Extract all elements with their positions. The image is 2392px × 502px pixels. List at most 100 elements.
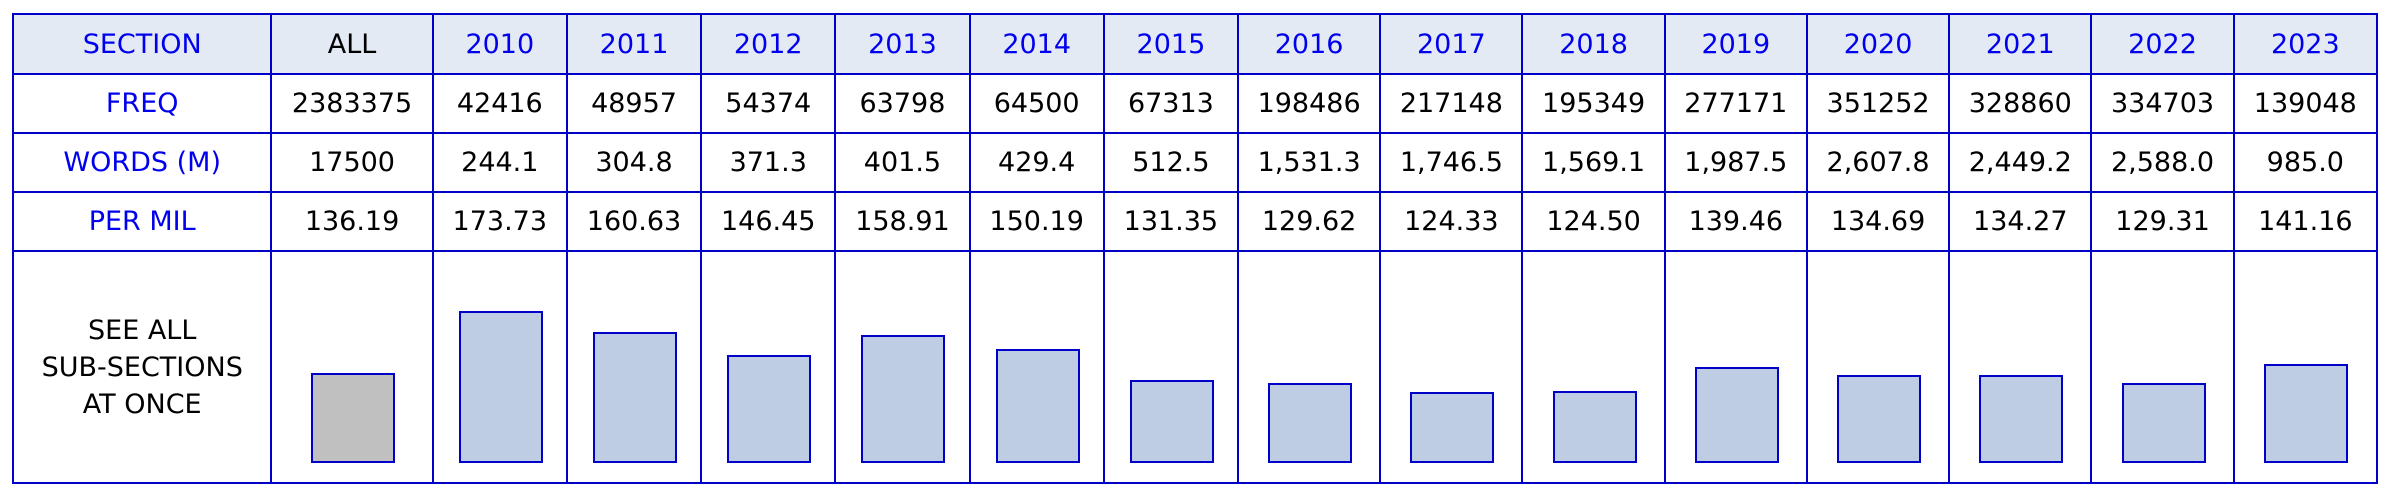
year-header-2021[interactable]: 2021 bbox=[1948, 13, 2093, 75]
year-header-2015[interactable]: 2015 bbox=[1102, 13, 1240, 75]
frequency-table: SECTION ALL 2010 2011 2012 2013 2014 2015 2016 20… bbox=[11, 13, 2379, 484]
bar-2016-cell bbox=[1236, 250, 1382, 484]
words-m-value-2015: 512.5 bbox=[1102, 132, 1240, 193]
year-header-2017[interactable]: 2017 bbox=[1379, 13, 1524, 75]
bar-2021-cell bbox=[1948, 250, 2093, 484]
bar-2018[interactable] bbox=[1552, 391, 1637, 463]
bar-2019-cell bbox=[1663, 250, 1808, 484]
bar-2020[interactable] bbox=[1837, 375, 1922, 463]
bar-2012[interactable] bbox=[727, 355, 812, 463]
bar-2022[interactable] bbox=[2121, 383, 2206, 463]
per-mil-value-2011: 160.63 bbox=[565, 191, 703, 252]
per-mil-label[interactable]: PER MIL bbox=[11, 191, 273, 252]
bar-2014-cell bbox=[968, 250, 1105, 484]
freq-value-2018: 195349 bbox=[1521, 73, 1666, 134]
words-m-value-2022: 2,588.0 bbox=[2090, 132, 2235, 193]
per-mil-value-2022: 129.31 bbox=[2090, 191, 2235, 252]
per-mil-value-2013: 158.91 bbox=[834, 191, 971, 252]
per-mil-value-2017: 124.33 bbox=[1379, 191, 1524, 252]
words-m-value-2017: 1,746.5 bbox=[1379, 132, 1524, 193]
bar-2016[interactable] bbox=[1268, 383, 1353, 463]
words-m-value-2019: 1,987.5 bbox=[1663, 132, 1808, 193]
per-mil-value-2015: 131.35 bbox=[1102, 191, 1240, 252]
year-header-2018[interactable]: 2018 bbox=[1521, 13, 1666, 75]
words-m-value-2023: 985.0 bbox=[2232, 132, 2379, 193]
freq-value-2012: 54374 bbox=[700, 73, 837, 134]
year-header-2010[interactable]: 2010 bbox=[431, 13, 568, 75]
see-all-sub-sections-link[interactable]: SEE ALL SUB-SECTIONS AT ONCE bbox=[11, 250, 273, 484]
year-header-2022[interactable]: 2022 bbox=[2090, 13, 2235, 75]
bar-2017[interactable] bbox=[1410, 392, 1495, 463]
per-mil-value-2012: 146.45 bbox=[700, 191, 837, 252]
bar-2017-cell bbox=[1379, 250, 1524, 484]
freq-value-2011: 48957 bbox=[565, 73, 703, 134]
freq-label[interactable]: FREQ bbox=[11, 73, 273, 134]
bar-2015[interactable] bbox=[1129, 380, 1214, 463]
words-m-value-2010: 244.1 bbox=[431, 132, 568, 193]
all-header: ALL bbox=[270, 13, 434, 75]
year-header-2023[interactable]: 2023 bbox=[2232, 13, 2379, 75]
words-m-value-2013: 401.5 bbox=[834, 132, 971, 193]
per-mil-value-2021: 134.27 bbox=[1948, 191, 2093, 252]
per-mil-value-2023: 141.16 bbox=[2232, 191, 2379, 252]
freq-all-value: 2383375 bbox=[270, 73, 434, 134]
freq-value-2021: 328860 bbox=[1948, 73, 2093, 134]
freq-value-2017: 217148 bbox=[1379, 73, 1524, 134]
section-header[interactable]: SECTION bbox=[11, 13, 273, 75]
words-m-value-2012: 371.3 bbox=[700, 132, 837, 193]
bar-2019[interactable] bbox=[1694, 367, 1779, 463]
bar-2013[interactable] bbox=[861, 335, 946, 463]
year-header-2011[interactable]: 2011 bbox=[565, 13, 703, 75]
per-mil-value-2014: 150.19 bbox=[968, 191, 1105, 252]
see-all-line: SUB-SECTIONS bbox=[41, 351, 243, 383]
freq-value-2013: 63798 bbox=[834, 73, 971, 134]
bar-2023[interactable] bbox=[2264, 364, 2349, 463]
freq-value-2010: 42416 bbox=[431, 73, 568, 134]
bar-2011-cell bbox=[565, 250, 703, 484]
words-m-value-2011: 304.8 bbox=[565, 132, 703, 193]
bar-2012-cell bbox=[700, 250, 837, 484]
bar-row: SEE ALL SUB-SECTIONS AT ONCE bbox=[11, 250, 2379, 484]
per-mil-all-value: 136.19 bbox=[270, 191, 434, 252]
see-all-line: AT ONCE bbox=[82, 388, 202, 420]
words-m-value-2021: 2,449.2 bbox=[1948, 132, 2093, 193]
bar-2020-cell bbox=[1805, 250, 1951, 484]
bar-2010-cell bbox=[431, 250, 568, 484]
words-m-row: WORDS (M) 17500 244.1 304.8 371.3 401.5 429.4 5… bbox=[11, 132, 2379, 193]
header-row: SECTION ALL 2010 2011 2012 2013 2014 2015 2016 20… bbox=[11, 13, 2379, 75]
year-header-2012[interactable]: 2012 bbox=[700, 13, 837, 75]
freq-value-2023: 139048 bbox=[2232, 73, 2379, 134]
bar-2023-cell bbox=[2232, 250, 2379, 484]
bar-2010[interactable] bbox=[458, 311, 543, 463]
freq-value-2022: 334703 bbox=[2090, 73, 2235, 134]
bar-2014[interactable] bbox=[995, 349, 1080, 463]
freq-row: FREQ 2383375 42416 48957 54374 63798 64500 6731… bbox=[11, 73, 2379, 134]
freq-value-2019: 277171 bbox=[1663, 73, 1808, 134]
year-header-2020[interactable]: 2020 bbox=[1805, 13, 1951, 75]
year-header-2019[interactable]: 2019 bbox=[1663, 13, 1808, 75]
per-mil-value-2019: 139.46 bbox=[1663, 191, 1808, 252]
year-header-2016[interactable]: 2016 bbox=[1236, 13, 1382, 75]
bar-2022-cell bbox=[2090, 250, 2235, 484]
per-mil-value-2016: 129.62 bbox=[1236, 191, 1382, 252]
bar-2015-cell bbox=[1102, 250, 1240, 484]
per-mil-value-2010: 173.73 bbox=[431, 191, 568, 252]
freq-value-2020: 351252 bbox=[1805, 73, 1951, 134]
bar-2018-cell bbox=[1521, 250, 1666, 484]
year-header-2013[interactable]: 2013 bbox=[834, 13, 971, 75]
freq-value-2015: 67313 bbox=[1102, 73, 1240, 134]
bar-2021[interactable] bbox=[1979, 375, 2064, 463]
per-mil-value-2020: 134.69 bbox=[1805, 191, 1951, 252]
per-mil-row: PER MIL 136.19 173.73 160.63 146.45 158.91 150… bbox=[11, 191, 2379, 252]
words-m-value-2014: 429.4 bbox=[968, 132, 1105, 193]
freq-value-2016: 198486 bbox=[1236, 73, 1382, 134]
bar-2013-cell bbox=[834, 250, 971, 484]
bar-2011[interactable] bbox=[593, 332, 678, 463]
bar-all-cell bbox=[270, 250, 434, 484]
words-m-all-value: 17500 bbox=[270, 132, 434, 193]
bar-all[interactable] bbox=[311, 373, 396, 463]
year-header-2014[interactable]: 2014 bbox=[968, 13, 1105, 75]
words-m-label[interactable]: WORDS (M) bbox=[11, 132, 273, 193]
freq-value-2014: 64500 bbox=[968, 73, 1105, 134]
per-mil-value-2018: 124.50 bbox=[1521, 191, 1666, 252]
